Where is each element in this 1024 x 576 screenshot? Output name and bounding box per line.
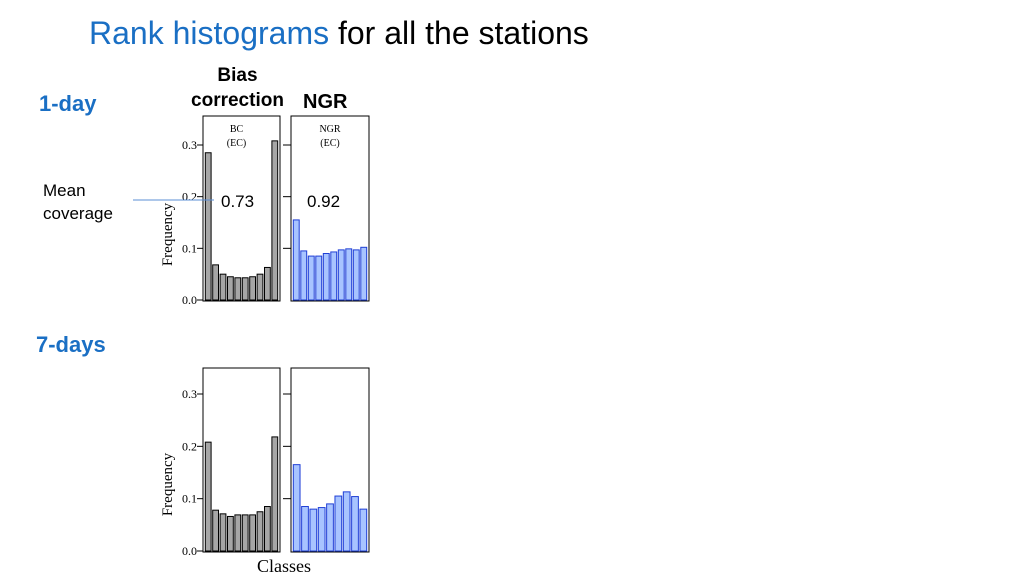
histogram-bar	[264, 266, 271, 301]
histogram-bar	[292, 219, 300, 301]
panel-frame	[290, 367, 370, 553]
histogram-bar	[271, 140, 279, 301]
histogram-bar	[271, 436, 279, 552]
histogram-bar	[345, 248, 353, 301]
histogram-bar	[256, 273, 264, 301]
histogram-bar	[219, 273, 227, 301]
histogram-bar	[322, 253, 330, 301]
y-axis-label: Frequency	[160, 452, 176, 516]
histogram-bar	[352, 249, 360, 301]
histogram-bar	[212, 264, 219, 301]
column-header-bias-correction: Bias correction	[180, 63, 295, 113]
histogram-bar	[315, 255, 323, 301]
title-accent: Rank histograms	[89, 15, 330, 51]
histogram-bar	[317, 507, 326, 552]
row-label-1day: 1-day	[39, 91, 97, 116]
histogram-bar	[360, 246, 368, 301]
histogram-bar	[249, 514, 256, 552]
histogram-bar	[334, 495, 343, 552]
inset-label-line2: (EC)	[227, 138, 246, 149]
annotation-line2: coverage	[43, 204, 113, 223]
histogram-bar	[292, 464, 301, 552]
page-title: Rank histograms for all the stations	[89, 13, 589, 53]
histogram-bar	[359, 508, 368, 552]
histogram-bar	[227, 276, 234, 301]
mean-coverage-annotation: Mean coverage	[43, 179, 113, 225]
coverage-bc: 0.73	[221, 192, 255, 211]
column-header-bias-line1: Bias	[217, 65, 258, 86]
histogram-bar	[337, 249, 345, 301]
y-tick-label: 0.2	[182, 439, 197, 453]
histogram-bar	[307, 255, 315, 301]
y-tick-label: 0.1	[182, 492, 197, 506]
histogram-bar	[227, 515, 234, 552]
y-tick-label: 0.0	[182, 293, 197, 307]
inset-label-line1: NGR	[319, 124, 340, 135]
panel-frame	[202, 367, 281, 553]
annotation-line1: Mean	[43, 181, 86, 200]
histogram-bar	[212, 509, 219, 552]
inset-label-line2: (EC)	[320, 138, 339, 149]
y-tick-label: 0.0	[182, 544, 197, 558]
histogram-bar	[234, 514, 242, 552]
histogram-bar	[330, 251, 338, 301]
histogram-bar	[326, 503, 334, 552]
histogram-bar	[241, 514, 249, 552]
coverage-ngr: 0.92	[307, 192, 341, 211]
y-tick-label: 0.1	[182, 241, 197, 255]
histogram-bar	[342, 491, 351, 552]
histogram-bar	[204, 152, 212, 301]
histogram-bar	[256, 511, 264, 552]
inset-label-line1: BC	[230, 124, 244, 135]
histogram-bar	[309, 508, 318, 552]
histogram-bar	[241, 277, 249, 301]
histogram-bar	[219, 513, 227, 552]
panel-frame	[202, 115, 281, 302]
title-rest: for all the stations	[329, 15, 589, 51]
histogram-bar	[204, 441, 212, 552]
column-header-ngr: NGR	[303, 91, 348, 113]
histogram-bar	[249, 276, 256, 301]
x-axis-label: Classes	[257, 556, 311, 576]
y-axis-label: Frequency	[160, 202, 176, 266]
histogram-bar	[300, 250, 308, 301]
y-tick-label: 0.2	[182, 190, 197, 204]
histogram-bar	[301, 506, 309, 552]
column-header-bias-line2: correction	[191, 90, 284, 111]
histogram-bar	[264, 506, 271, 552]
histogram-bar	[234, 277, 242, 301]
y-tick-label: 0.3	[182, 387, 197, 401]
histogram-bar	[351, 496, 359, 552]
y-tick-label: 0.3	[182, 138, 197, 152]
row-label-7days: 7-days	[36, 332, 106, 357]
panel-frame	[290, 115, 370, 302]
